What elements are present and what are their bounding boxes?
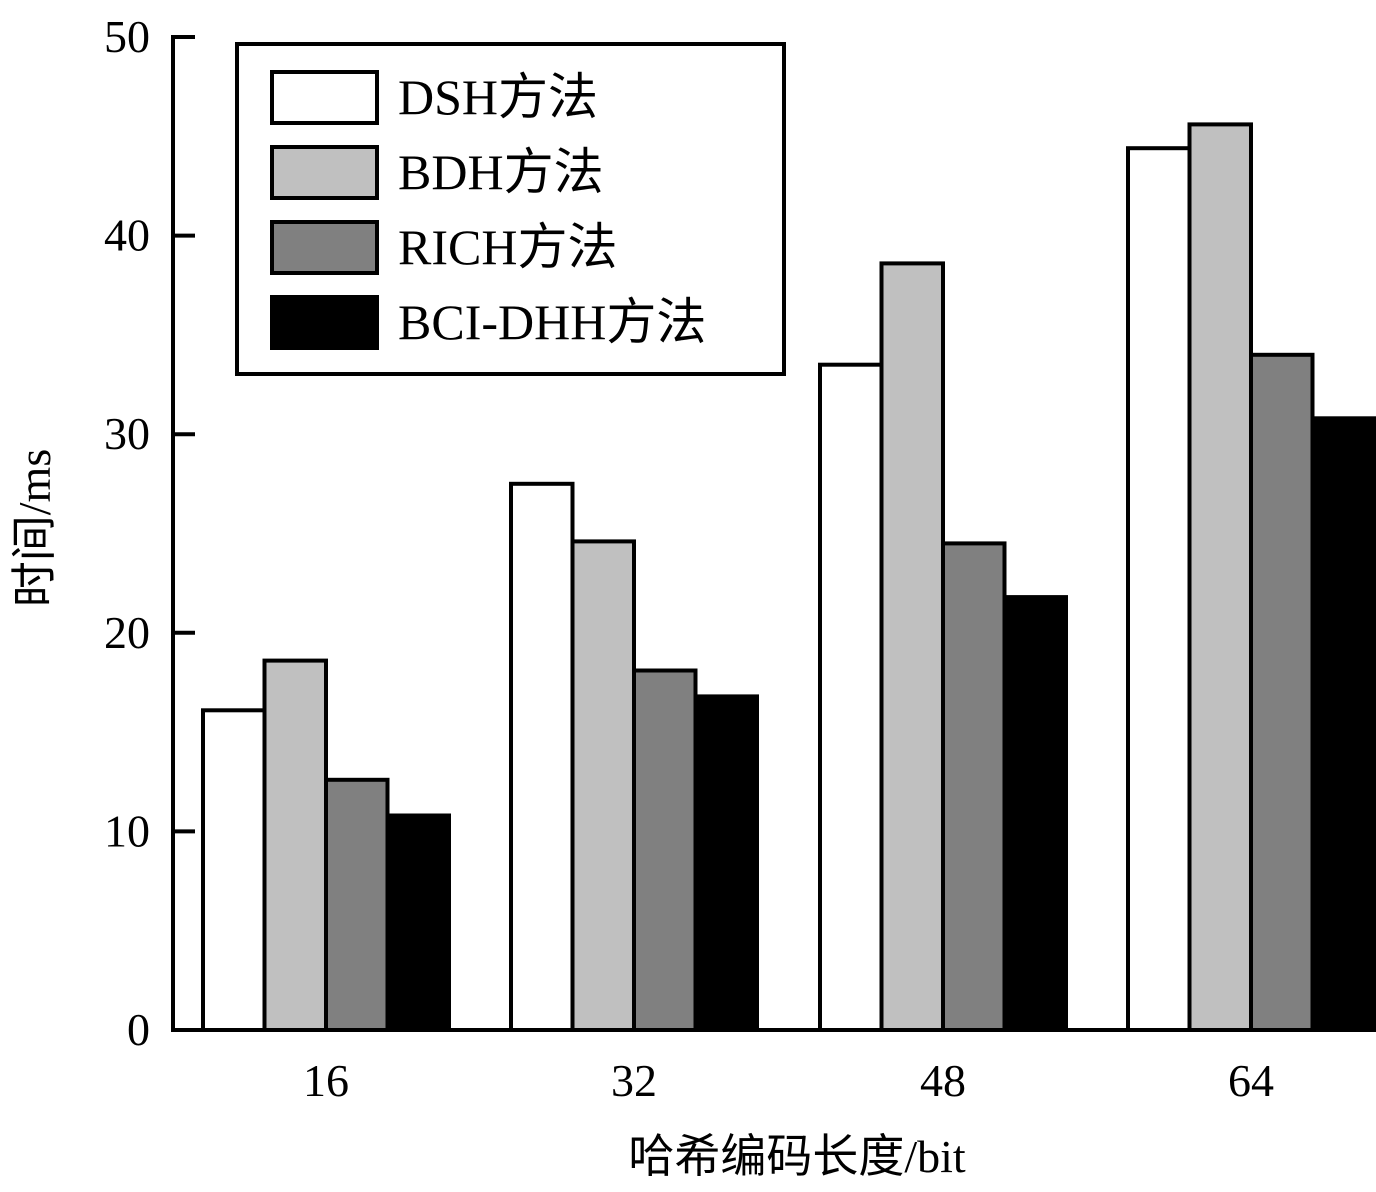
legend-swatch <box>270 295 379 350</box>
y-tick-label: 50 <box>104 11 150 62</box>
bar-16-series-3 <box>324 777 390 1032</box>
y-tick-label: 10 <box>104 805 150 856</box>
legend-label: BDH方法 <box>398 144 604 200</box>
bar-32-series-1 <box>509 481 575 1032</box>
x-axis-label: 哈希编码长度/bit <box>628 1131 966 1182</box>
legend-label: BCI-DHH方法 <box>398 294 706 350</box>
bar-64-series-3 <box>1249 352 1315 1032</box>
bar-48-series-4 <box>1002 595 1068 1032</box>
bar-48-series-3 <box>941 541 1007 1033</box>
y-tick-label: 0 <box>127 1004 150 1055</box>
axes-group <box>171 35 1372 1032</box>
bar-16-series-4 <box>385 813 451 1032</box>
x-tick-label: 48 <box>920 1055 966 1106</box>
ticks-group: 0 10 20 30 40 50 16 32 48 64 <box>104 11 1274 1106</box>
y-tick-label: 20 <box>104 607 150 658</box>
legend-label: DSH方法 <box>398 69 598 125</box>
y-tick-label: 30 <box>104 408 150 459</box>
legend-swatch <box>270 220 379 275</box>
legend-label: RICH方法 <box>398 219 617 275</box>
bar-32-series-2 <box>570 539 636 1033</box>
bar-16-series-2 <box>262 658 328 1032</box>
bar-64-series-1 <box>1126 146 1192 1032</box>
bar-64-series-2 <box>1187 122 1253 1032</box>
x-tick-label: 16 <box>303 1055 349 1106</box>
legend: DSH方法 BDH方法 RICH方法 BCI-DHH方法 <box>235 42 786 376</box>
bar-32-series-4 <box>693 694 759 1033</box>
bar-64-series-4 <box>1310 416 1376 1032</box>
bar-48-series-2 <box>879 261 945 1032</box>
bars-group <box>201 122 1376 1033</box>
legend-swatch <box>270 145 379 200</box>
bar-32-series-3 <box>632 668 698 1032</box>
x-tick-label: 64 <box>1228 1055 1274 1106</box>
bar-16-series-1 <box>201 708 267 1032</box>
bar-48-series-1 <box>818 362 884 1032</box>
y-axis-label: 时间/ms <box>9 449 60 607</box>
x-tick-label: 32 <box>611 1055 657 1106</box>
legend-swatch <box>270 70 379 125</box>
y-tick-label: 40 <box>104 210 150 261</box>
